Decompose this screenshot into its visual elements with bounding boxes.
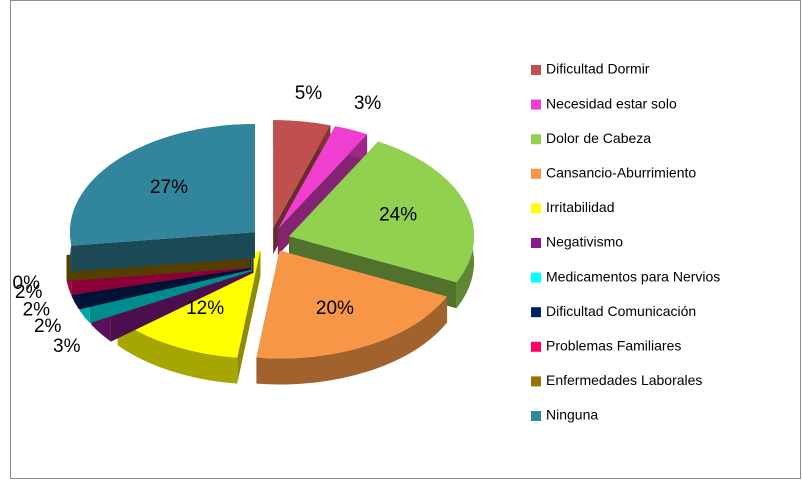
value-label: 20% [316, 298, 354, 319]
legend-swatch [531, 168, 541, 179]
legend-swatch [531, 272, 541, 283]
legend-label: Irritabilidad [546, 199, 614, 215]
legend-swatch [531, 203, 541, 214]
value-label: 24% [379, 205, 417, 226]
value-label: 2% [34, 316, 62, 337]
legend-label: Enfermedades Laborales [546, 372, 702, 388]
pie-slice [69, 124, 255, 272]
legend-label: Ninguna [546, 407, 598, 423]
slice-top [256, 250, 448, 359]
slice-top [69, 124, 255, 246]
value-label: 0% [13, 273, 41, 294]
slice-top [277, 126, 368, 229]
slice-side [256, 296, 448, 385]
legend-label: Dificultad Comunicación [546, 303, 696, 319]
pie-slice [256, 250, 448, 385]
legend-label: Negativismo [546, 234, 623, 250]
legend-label: Cansancio-Aburrimiento [546, 165, 696, 181]
legend-label: Dificultad Dormir [546, 61, 650, 77]
value-label: 12% [186, 298, 224, 319]
legend-label: Problemas Familiares [546, 338, 681, 354]
legend-swatch [531, 99, 541, 110]
legend-label: Dolor de Cabeza [546, 130, 651, 146]
legend-swatch [531, 376, 541, 387]
slice-wall [237, 250, 261, 384]
legend-swatch [531, 238, 541, 248]
legend-swatch [531, 341, 541, 352]
slice-top [273, 120, 331, 229]
value-label: 3% [53, 336, 81, 357]
legend-swatch [531, 65, 541, 75]
value-label: 5% [295, 83, 323, 104]
value-label: 2% [23, 299, 51, 320]
slice-top [289, 141, 475, 283]
legend-swatch [531, 411, 541, 421]
slice-side [117, 319, 238, 384]
value-label: 3% [354, 93, 382, 114]
legend-label: Necesidad estar solo [546, 95, 677, 111]
value-label: 27% [150, 177, 188, 198]
value-label: 2% [15, 282, 43, 303]
legend-label: Medicamentos para Nervios [546, 268, 720, 284]
legend-swatch [531, 307, 541, 318]
slice-wall [71, 232, 255, 272]
legend-swatch [531, 134, 541, 145]
